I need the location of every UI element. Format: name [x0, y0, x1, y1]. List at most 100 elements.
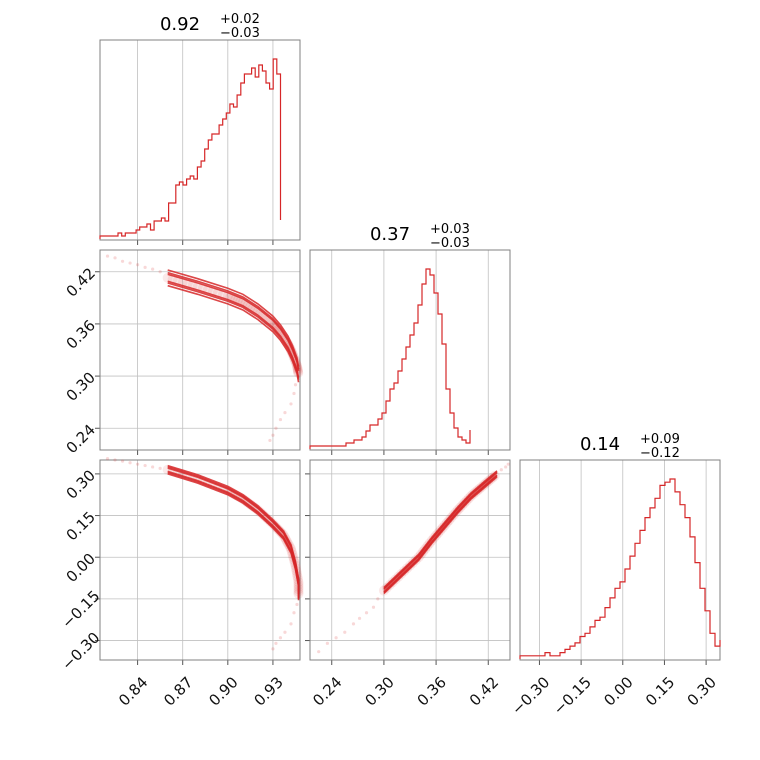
scatter-point: [376, 597, 380, 601]
panel-frame: [99, 249, 301, 451]
contour-line: [167, 464, 300, 592]
panel-2-2: [519, 459, 721, 665]
scatter-point: [271, 433, 275, 437]
scatter-point: [274, 426, 278, 430]
pair-1-0: [105, 254, 304, 443]
panel-frame: [99, 39, 301, 241]
title-plus-1: +0.03: [430, 222, 470, 237]
panel-1-0: [95, 249, 301, 455]
scatter-point: [295, 602, 299, 607]
panel-title-0: 0.92: [160, 14, 200, 35]
scatter-point: [143, 265, 147, 269]
histogram-0: [99, 58, 282, 239]
y-tick-label: 0.42: [63, 264, 99, 300]
scatter-point: [151, 465, 155, 469]
scatter-point: [506, 462, 510, 466]
title-minus-2: −0.12: [640, 446, 680, 461]
scatter-point: [283, 630, 287, 634]
scatter-point: [283, 411, 287, 415]
scatter-point: [113, 458, 117, 462]
scatter-point: [343, 630, 347, 634]
panel-frame: [309, 249, 511, 451]
scatter-point: [499, 468, 503, 472]
scatter-point: [371, 605, 376, 609]
x-tick-label: 0.24: [309, 673, 345, 709]
scatter-point: [364, 611, 369, 615]
title-minus-0: −0.03: [220, 26, 260, 41]
y-tick-label: 0.00: [63, 550, 99, 586]
scatter-point: [289, 622, 293, 626]
scatter-point: [357, 616, 362, 620]
scatter-point: [274, 641, 278, 645]
panel-2-0: [95, 459, 301, 665]
scatter-point: [158, 270, 162, 274]
scatter-point: [143, 463, 147, 468]
contour-line: [167, 284, 300, 383]
scatter-point: [105, 254, 110, 258]
x-tick-label: 0.30: [361, 673, 397, 709]
panel-frame: [309, 459, 511, 661]
y-tick-label: −0.15: [58, 587, 103, 632]
contour-line: [383, 470, 498, 589]
scatter-point: [135, 462, 140, 466]
panel-2-1: [305, 459, 511, 665]
x-tick-label: 0.30: [684, 673, 720, 709]
x-tick-label: 0.36: [414, 673, 450, 709]
scatter-point: [325, 641, 329, 645]
scatter-point: [105, 457, 110, 461]
contour-line: [167, 269, 300, 367]
x-tick-label: −0.15: [550, 673, 595, 718]
x-tick-label: 0.15: [642, 673, 678, 709]
contour-line: [167, 271, 300, 370]
panel-title-1: 0.37: [370, 224, 410, 245]
x-tick-label: 0.93: [250, 673, 286, 709]
scatter-point: [151, 267, 155, 271]
histogram-2: [519, 478, 721, 659]
title-plus-2: +0.09: [640, 432, 680, 447]
scatter-point: [292, 611, 296, 615]
scatter-point: [128, 261, 132, 265]
x-tick-label: 0.90: [205, 673, 241, 709]
title-minus-1: −0.03: [430, 236, 470, 251]
title-plus-0: +0.02: [220, 12, 260, 27]
scatter-point: [278, 417, 283, 422]
contour-line: [167, 282, 300, 380]
x-tick-label: −0.30: [508, 673, 553, 718]
scatter-point: [120, 259, 125, 263]
panel-title-2: 0.14: [580, 434, 620, 455]
x-tick-label: 0.00: [600, 673, 636, 709]
panel-1-1: [309, 249, 511, 455]
scatter-point: [135, 263, 140, 267]
contour-line: [383, 476, 498, 595]
panel-frame: [519, 459, 721, 661]
panel-frame: [99, 459, 301, 661]
y-tick-label: 0.30: [63, 466, 99, 502]
scatter-point: [293, 383, 298, 387]
y-tick-label: 0.30: [63, 369, 99, 405]
y-tick-label: 0.15: [63, 508, 99, 544]
scatter-point: [334, 636, 338, 640]
scatter-point: [120, 459, 125, 463]
panel-0-0: [99, 39, 301, 245]
scatter-point: [351, 622, 356, 626]
pair-2-0: [105, 457, 304, 651]
scatter-point: [278, 636, 283, 640]
x-tick-label: 0.87: [160, 673, 196, 709]
scatter-point: [292, 391, 296, 396]
scatter-point: [113, 256, 117, 260]
pair-2-1: [317, 462, 510, 654]
scatter-point: [271, 647, 275, 651]
contour-line: [167, 473, 300, 601]
scatter-point: [268, 438, 272, 443]
x-tick-label: 0.42: [466, 673, 502, 709]
x-tick-label: 0.84: [115, 673, 151, 709]
scatter-point: [128, 461, 132, 465]
y-tick-label: −0.30: [58, 629, 103, 674]
scatter-point: [158, 466, 162, 470]
y-tick-label: 0.24: [63, 421, 99, 457]
y-tick-label: 0.36: [63, 316, 99, 352]
scatter-point: [317, 650, 321, 654]
scatter-point: [289, 402, 293, 406]
scatter-point: [504, 465, 508, 469]
